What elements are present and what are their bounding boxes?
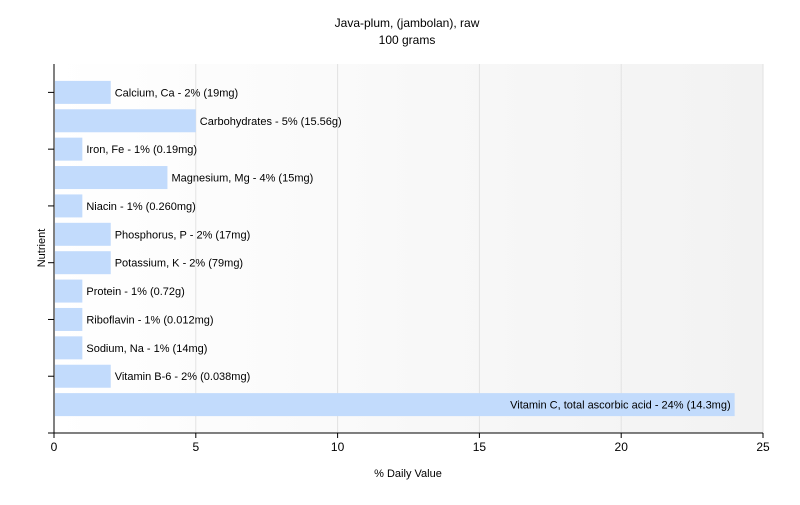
bar xyxy=(55,80,111,104)
x-tick-label: 25 xyxy=(756,440,770,454)
bar xyxy=(55,336,83,360)
bar xyxy=(55,393,735,417)
bar xyxy=(55,279,83,303)
bar xyxy=(55,194,83,218)
bar-data-label: Vitamin C, total ascorbic acid - 24% (14… xyxy=(510,400,731,412)
x-tick-label: 0 xyxy=(51,440,58,454)
bar-data-label: Niacin - 1% (0.260mg) xyxy=(86,201,195,213)
bar-data-label: Sodium, Na - 1% (14mg) xyxy=(86,343,207,355)
bar-data-label: Carbohydrates - 5% (15.56g) xyxy=(200,116,342,128)
chart-subtitle: 100 grams xyxy=(379,33,436,47)
x-tick-label: 10 xyxy=(331,440,345,454)
bar-data-label: Protein - 1% (0.72g) xyxy=(86,286,184,298)
x-tick-label: 5 xyxy=(192,440,199,454)
bar-data-label: Calcium, Ca - 2% (19mg) xyxy=(115,87,238,99)
x-axis-label: % Daily Value xyxy=(374,468,442,480)
bar-data-label: Riboflavin - 1% (0.012mg) xyxy=(86,314,213,326)
bar xyxy=(55,166,168,190)
bar-data-label: Iron, Fe - 1% (0.19mg) xyxy=(86,144,197,156)
bar xyxy=(55,222,111,246)
chart-title: Java-plum, (jambolan), raw xyxy=(335,16,480,30)
bar-data-label: Vitamin B-6 - 2% (0.038mg) xyxy=(115,371,251,383)
bar xyxy=(55,251,111,275)
x-tick-label: 20 xyxy=(615,440,629,454)
bar xyxy=(55,109,196,133)
bar-data-label: Magnesium, Mg - 4% (15mg) xyxy=(171,173,313,185)
bar xyxy=(55,364,111,388)
bar xyxy=(55,137,83,161)
bar xyxy=(55,307,83,331)
bar-data-label: Potassium, K - 2% (79mg) xyxy=(115,258,243,270)
plot-area: Calcium, Ca - 2% (19mg) Carbohydrates - 5… xyxy=(48,64,770,454)
bar-data-label: Phosphorus, P - 2% (17mg) xyxy=(115,229,251,241)
x-tick-label: 15 xyxy=(473,440,487,454)
y-axis-label: Nutrient xyxy=(36,229,48,268)
